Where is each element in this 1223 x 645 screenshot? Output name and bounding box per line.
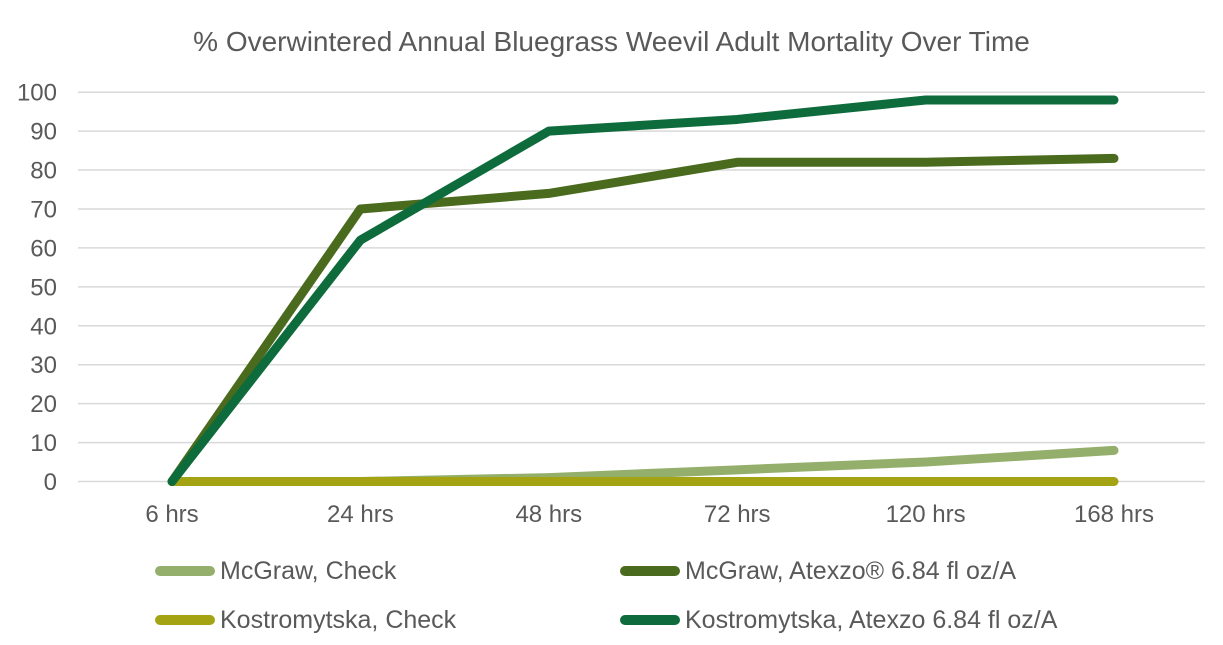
legend-label: McGraw, Atexzo® 6.84 fl oz/A: [685, 556, 1017, 585]
legend-label: Kostromytska, Check: [220, 605, 457, 634]
legend-swatch-icon: [620, 615, 680, 625]
legend-swatch-icon: [155, 566, 215, 576]
y-tick-label: 30: [30, 352, 57, 379]
series-line-mcgraw-check: [167, 445, 1119, 486]
x-tick-label: 120 hrs: [886, 501, 966, 528]
y-tick-label: 90: [30, 119, 57, 146]
legend-item-kostromytska-atexzo: Kostromytska, Atexzo 6.84 fl oz/A: [620, 600, 1057, 640]
y-tick-label: 20: [30, 391, 57, 418]
x-tick-label: 168 hrs: [1074, 501, 1154, 528]
chart-title: % Overwintered Annual Bluegrass Weevil A…: [193, 26, 1030, 57]
y-tick-label: 0: [44, 469, 57, 496]
legend-swatch-icon: [155, 615, 215, 625]
y-tick-label: 50: [30, 274, 57, 301]
legend-item-mcgraw-atexzo: McGraw, Atexzo® 6.84 fl oz/A: [620, 551, 1057, 591]
x-tick-label: 24 hrs: [327, 501, 394, 528]
y-tick-label: 10: [30, 430, 57, 457]
y-tick-label: 40: [30, 313, 57, 340]
legend-item-mcgraw-check: McGraw, Check: [155, 551, 620, 591]
x-tick-label: 6 hrs: [145, 501, 198, 528]
y-tick-label: 100: [17, 80, 57, 107]
x-tick-label: 48 hrs: [515, 501, 582, 528]
y-tick-label: 70: [30, 196, 57, 223]
y-tick-label: 60: [30, 235, 57, 262]
x-tick-label: 72 hrs: [704, 501, 771, 528]
series-line-mcgraw-atexzo-6-84-fl-oz-a: [167, 153, 1119, 486]
legend-label: McGraw, Check: [220, 556, 397, 585]
legend-item-kostromytska-check: Kostromytska, Check: [155, 600, 620, 640]
legend: McGraw, Check McGraw, Atexzo® 6.84 fl oz…: [155, 551, 1057, 640]
legend-label: Kostromytska, Atexzo 6.84 fl oz/A: [685, 605, 1058, 634]
legend-swatch-icon: [620, 566, 680, 576]
y-tick-label: 80: [30, 158, 57, 185]
series-line-kostromytska-atexzo-6-84-fl-oz-a: [167, 95, 1119, 486]
